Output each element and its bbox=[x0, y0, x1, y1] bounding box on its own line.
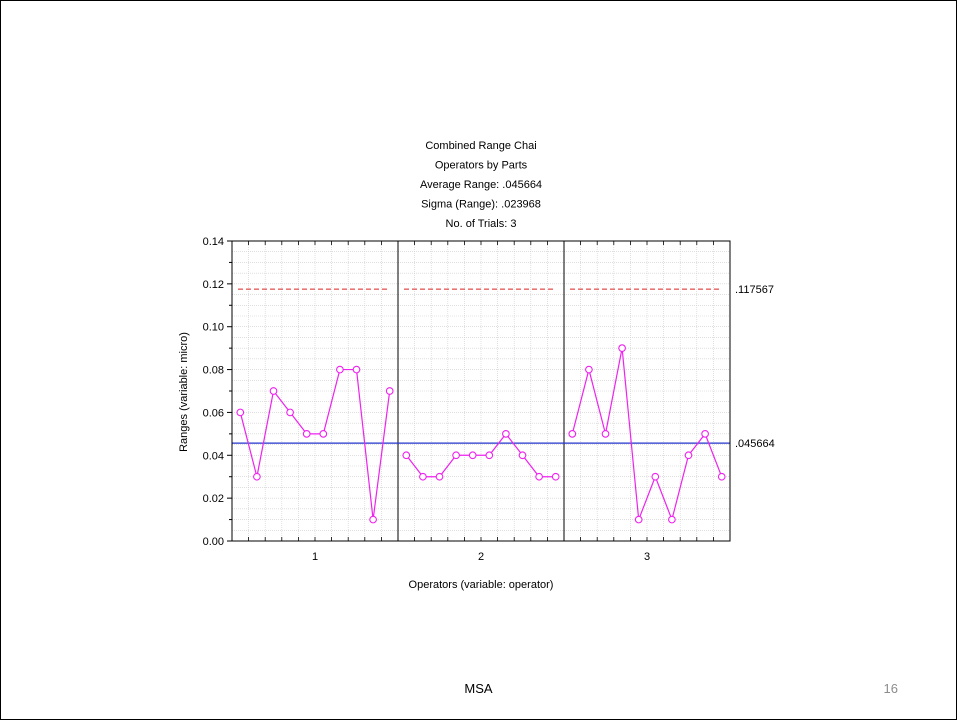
range-point bbox=[684, 451, 693, 460]
range-point bbox=[485, 451, 494, 460]
chart-axes: 0.00 0.02 0.04 0.06 0.08 0.10 0.12 0.14 1 2 3 bbox=[203, 236, 731, 563]
title-line: No. of Trials: 3 bbox=[446, 218, 517, 230]
range-point bbox=[618, 344, 626, 352]
y-tick-label: 0.06 bbox=[203, 407, 224, 419]
range-point bbox=[336, 365, 344, 374]
range-point bbox=[269, 387, 278, 395]
center-line-label: .045664 bbox=[735, 438, 775, 450]
y-tick-label: 0.04 bbox=[203, 450, 224, 462]
range-point bbox=[651, 472, 660, 481]
chart-title: Combined Range Chai Operators by Parts Ave… bbox=[420, 140, 542, 230]
range-point bbox=[518, 451, 527, 460]
x-axis-label: Operators (variable: operator) bbox=[409, 579, 554, 591]
ucl-label: .117567 bbox=[735, 284, 774, 296]
y-axis-label: Ranges (variable: micro) bbox=[178, 332, 190, 452]
range-series bbox=[236, 344, 726, 524]
chart-grid bbox=[232, 241, 730, 541]
range-point bbox=[601, 430, 610, 438]
page-number: 16 bbox=[883, 681, 898, 696]
x-tick-label: 1 bbox=[312, 551, 318, 563]
range-point bbox=[701, 430, 709, 438]
range-point bbox=[253, 472, 261, 481]
range-point bbox=[302, 430, 311, 438]
y-tick-label: 0.00 bbox=[203, 536, 224, 548]
range-line-operator-1 bbox=[239, 368, 391, 520]
title-line: Combined Range Chai bbox=[425, 140, 536, 152]
x-tick-label: 2 bbox=[478, 551, 484, 563]
range-point bbox=[668, 515, 676, 524]
y-tick-label: 0.02 bbox=[203, 493, 224, 505]
range-point bbox=[452, 451, 460, 460]
range-line-operator-2 bbox=[405, 432, 556, 478]
range-point bbox=[468, 451, 477, 460]
range-point bbox=[634, 515, 643, 524]
range-point bbox=[352, 365, 361, 374]
title-line: Operators by Parts bbox=[435, 160, 528, 172]
range-point bbox=[286, 408, 294, 417]
footer-label: MSA bbox=[464, 681, 493, 696]
range-point bbox=[402, 451, 411, 460]
range-point bbox=[568, 430, 577, 438]
range-point bbox=[535, 472, 543, 481]
title-line: Sigma (Range): .023968 bbox=[421, 199, 541, 211]
range-point bbox=[551, 472, 560, 481]
range-point bbox=[435, 472, 444, 481]
x-tick-label: 3 bbox=[644, 551, 650, 563]
range-point bbox=[319, 430, 328, 438]
y-tick-label: 0.12 bbox=[203, 279, 224, 291]
range-point bbox=[385, 387, 394, 395]
range-point bbox=[419, 472, 427, 481]
range-point bbox=[236, 408, 245, 417]
range-point bbox=[717, 472, 726, 481]
control-limits: .117567 .045664 bbox=[232, 284, 775, 450]
range-point bbox=[585, 365, 593, 374]
range-line-operator-3 bbox=[571, 348, 723, 522]
title-line: Average Range: .045664 bbox=[420, 179, 542, 191]
range-point bbox=[369, 515, 377, 524]
y-tick-label: 0.14 bbox=[203, 236, 224, 248]
y-tick-label: 0.10 bbox=[203, 322, 224, 334]
range-point bbox=[502, 430, 510, 438]
y-tick-label: 0.08 bbox=[203, 365, 224, 377]
